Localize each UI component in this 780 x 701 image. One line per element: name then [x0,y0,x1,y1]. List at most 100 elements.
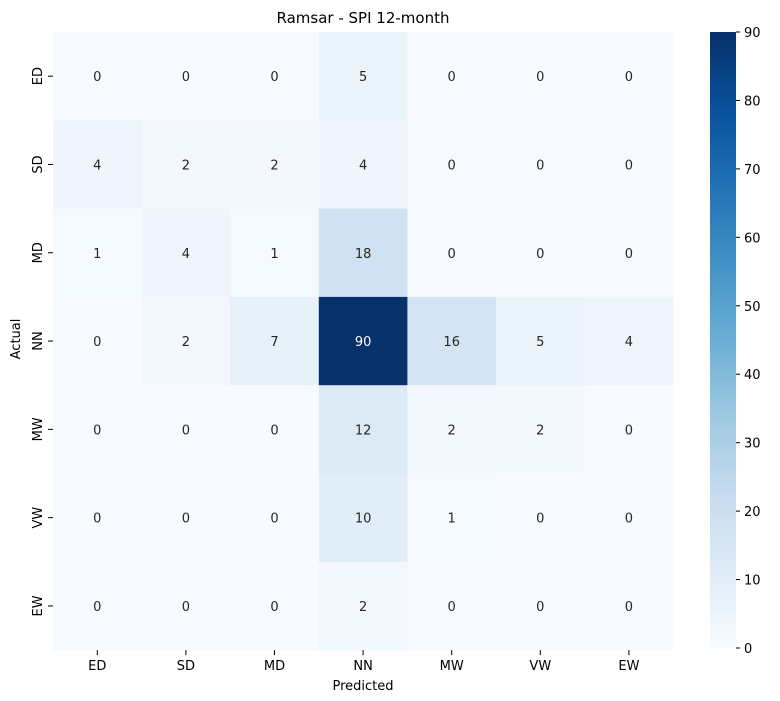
heatmap-cell [496,561,586,651]
cell-value-label: 0 [182,600,190,615]
cell-value-label: 0 [625,247,633,262]
heatmap-cell [141,208,231,298]
cell-value-label: 2 [448,423,456,438]
y-tick-label: ED [31,67,46,85]
cell-value-label: 0 [448,158,456,173]
colorbar-tick-label: 90 [744,26,761,41]
cell-value-label: 4 [93,158,101,173]
cell-value-label: 4 [182,247,190,262]
heatmap-cell [53,561,143,651]
x-axis-ticks: ED SD MD NN MW VW EW [88,650,640,674]
cell-value-label: 0 [270,423,278,438]
heatmap-cell [496,32,586,121]
heatmap-cell [53,296,143,386]
colorbar-tick-label: 0 [744,642,752,657]
y-tick-label: MD [31,242,46,263]
cell-value-label: 0 [448,247,456,262]
colorbar-tick-label: 10 [744,574,761,589]
x-tick-label: VW [529,659,551,674]
y-axis-ticks: ED SD MD NN MW VW EW [31,67,53,616]
heatmap-cell-labels: 0 0 0 5 0 0 04 2 2 4 0 0 01 4 1 18 0 0 00 2 7 90 16 5 40 0 0 12 2 2 00… [93,70,633,615]
heatmap-cell [230,473,320,563]
colorbar-tick-label: 50 [744,300,761,315]
cell-value-label: 0 [625,158,633,173]
cell-value-label: 0 [448,600,456,615]
cell-value-label: 0 [93,512,101,527]
cell-value-label: 2 [182,158,190,173]
x-axis-label: Predicted [332,679,393,694]
cell-value-label: 90 [355,335,372,350]
colorbar-tick-label: 80 [744,94,761,109]
heatmap-cell [496,385,586,474]
cell-value-label: 0 [93,423,101,438]
cell-value-label: 0 [448,70,456,85]
heatmap-cell [318,561,408,651]
heatmap-cell [318,208,408,298]
heatmap-cell [407,561,497,651]
heatmap-cell [584,385,674,474]
heatmap-cell [584,561,674,651]
heatmap-cell [53,120,143,210]
heatmap-cell [141,473,231,563]
heatmap-cell [141,120,231,210]
y-tick-label: EW [31,595,46,616]
heatmap-cell [53,32,143,121]
cell-value-label: 5 [359,70,367,85]
colorbar-tick-label: 70 [744,163,761,178]
heatmap-cells [53,32,674,651]
heatmap-cell [53,473,143,563]
cell-value-label: 0 [536,70,544,85]
cell-value-label: 2 [536,423,544,438]
cell-value-label: 0 [625,423,633,438]
x-tick-label: MD [264,659,285,674]
cell-value-label: 10 [355,512,372,527]
cell-value-label: 2 [270,158,278,173]
cell-value-label: 4 [625,335,633,350]
cell-value-label: 1 [270,247,278,262]
heatmap-cell [318,120,408,210]
cell-value-label: 0 [182,423,190,438]
cell-value-label: 0 [536,158,544,173]
colorbar-tick-label: 60 [744,231,761,246]
cell-value-label: 0 [93,335,101,350]
colorbar-tick-label: 20 [744,505,761,520]
cell-value-label: 0 [270,70,278,85]
x-tick-label: ED [88,659,106,674]
y-tick-label: SD [31,155,46,173]
heatmap-cell [407,208,497,298]
cell-value-label: 0 [625,600,633,615]
heatmap-cell [230,561,320,651]
heatmap-cell [496,208,586,298]
chart-title: Ramsar - SPI 12-month [277,9,450,27]
heatmap-cell [584,208,674,298]
cell-value-label: 0 [270,512,278,527]
heatmap-cell [318,296,408,386]
colorbar-ticks: 0 10 20 30 40 50 60 70 80 90 [736,26,761,657]
heatmap-cell [141,385,231,474]
heatmap-cell [230,385,320,474]
y-axis-label: Actual [9,319,24,360]
cell-value-label: 0 [182,70,190,85]
heatmap-cell [230,32,320,121]
heatmap-cell [318,32,408,121]
heatmap-cell [584,473,674,563]
cell-value-label: 1 [93,247,101,262]
cell-value-label: 1 [448,512,456,527]
cell-value-label: 16 [443,335,460,350]
heatmap-cell [53,385,143,474]
heatmap-cell [230,120,320,210]
heatmap-cell [584,120,674,210]
cell-value-label: 4 [359,158,367,173]
heatmap-cell [141,296,231,386]
heatmap-cell [318,385,408,474]
cell-value-label: 5 [536,335,544,350]
heatmap-cell [496,473,586,563]
cell-value-label: 0 [93,600,101,615]
heatmap-cell [141,561,231,651]
heatmap-cell [496,120,586,210]
cell-value-label: 2 [359,600,367,615]
heatmap-cell [407,32,497,121]
heatmap-cell [407,296,497,386]
cell-value-label: 0 [270,600,278,615]
